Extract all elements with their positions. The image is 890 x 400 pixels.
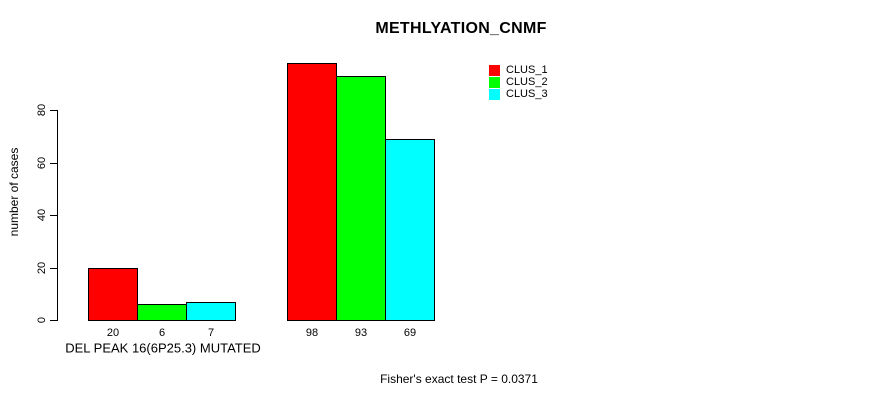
y-tick-mark bbox=[50, 267, 57, 269]
chart-title: METHLYATION_CNMF bbox=[375, 20, 547, 37]
bar-clus_3-group2 bbox=[385, 139, 435, 321]
y-tick-label: 80 bbox=[36, 104, 48, 117]
legend-label: CLUS_1 bbox=[506, 64, 548, 76]
bar-clus_3-group1 bbox=[186, 302, 236, 321]
y-tick-mark bbox=[50, 215, 57, 217]
legend-label: CLUS_3 bbox=[506, 88, 548, 100]
bar-clus_2-group1 bbox=[137, 304, 187, 321]
y-tick-label: 20 bbox=[36, 261, 48, 274]
y-tick-mark bbox=[50, 162, 57, 164]
legend-item-clus_3: CLUS_3 bbox=[489, 88, 548, 100]
bar-clus_2-group2 bbox=[336, 76, 386, 321]
bar-clus_1-group1 bbox=[88, 268, 138, 321]
legend-item-clus_2: CLUS_2 bbox=[489, 76, 548, 88]
bar-value-label: 7 bbox=[207, 327, 215, 339]
y-axis-line bbox=[57, 110, 58, 321]
y-tick-label: 60 bbox=[36, 156, 48, 169]
legend-color-swatch bbox=[489, 64, 500, 76]
y-tick-mark bbox=[50, 110, 57, 112]
bar-value-label: 98 bbox=[305, 327, 319, 339]
bar-value-label: 93 bbox=[354, 327, 368, 339]
bar-clus_1-group2 bbox=[287, 63, 337, 321]
y-axis-label: number of cases bbox=[7, 147, 21, 237]
bar-value-label: 69 bbox=[403, 327, 417, 339]
legend-color-swatch bbox=[489, 88, 500, 100]
legend-color-swatch bbox=[489, 76, 500, 88]
legend-item-clus_1: CLUS_1 bbox=[489, 64, 548, 76]
fisher-test-annotation: Fisher's exact test P = 0.0371 bbox=[380, 372, 538, 386]
y-tick-label: 0 bbox=[36, 316, 48, 324]
y-tick-mark bbox=[50, 320, 57, 321]
x-category-label: DEL PEAK 16(6P25.3) MUTATED bbox=[65, 340, 261, 356]
legend: CLUS_1 CLUS_2 CLUS_3 bbox=[489, 64, 548, 100]
bar-value-label: 20 bbox=[106, 327, 120, 339]
bar-value-label: 6 bbox=[158, 327, 166, 339]
y-tick-label: 40 bbox=[36, 209, 48, 222]
legend-label: CLUS_2 bbox=[506, 76, 548, 88]
